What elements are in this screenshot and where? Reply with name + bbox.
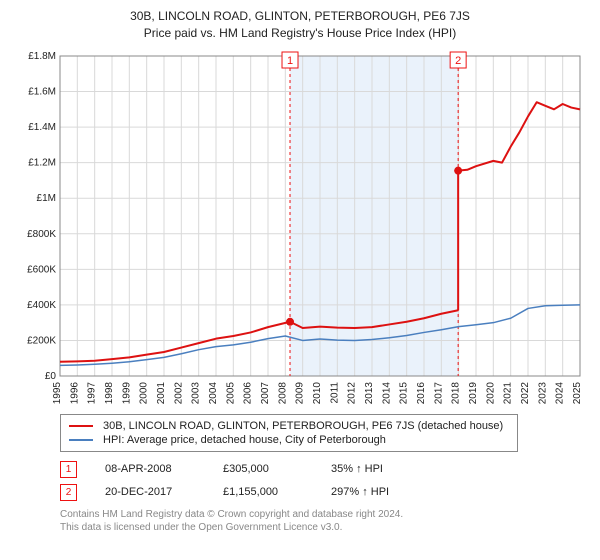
legend-label-blue: HPI: Average price, detached house, City… bbox=[103, 434, 386, 446]
svg-text:1: 1 bbox=[287, 55, 293, 67]
chart-svg: £0 £200K £400K £600K £800K £1M £1.2M £1.4M £1.6M… bbox=[12, 48, 588, 408]
svg-text:2022: 2022 bbox=[520, 381, 531, 404]
data-date-1: 08-APR-2008 bbox=[105, 463, 195, 475]
svg-text:2012: 2012 bbox=[347, 381, 358, 404]
svg-text:2000: 2000 bbox=[139, 381, 150, 404]
svg-text:2016: 2016 bbox=[416, 381, 427, 404]
svg-text:£1.6M: £1.6M bbox=[28, 86, 56, 97]
license-footer: Contains HM Land Registry data © Crown c… bbox=[60, 508, 588, 535]
svg-text:2005: 2005 bbox=[225, 381, 236, 404]
svg-text:£200K: £200K bbox=[27, 335, 56, 346]
svg-text:£0: £0 bbox=[45, 371, 57, 382]
data-marker-2: 2 bbox=[60, 484, 77, 501]
legend-row-blue: HPI: Average price, detached house, City… bbox=[69, 433, 509, 447]
svg-text:2006: 2006 bbox=[243, 381, 254, 404]
footer-line2: This data is licensed under the Open Gov… bbox=[60, 521, 588, 535]
svg-text:2025: 2025 bbox=[572, 381, 583, 404]
svg-text:1997: 1997 bbox=[87, 381, 98, 404]
svg-text:1999: 1999 bbox=[121, 381, 132, 404]
svg-text:2010: 2010 bbox=[312, 381, 323, 404]
data-pct-1: 35% ↑ HPI bbox=[331, 463, 421, 475]
chart-title: 30B, LINCOLN ROAD, GLINTON, PETERBOROUGH… bbox=[12, 8, 588, 42]
svg-text:2018: 2018 bbox=[451, 381, 462, 404]
svg-text:£1M: £1M bbox=[37, 193, 56, 204]
svg-text:2021: 2021 bbox=[503, 381, 514, 404]
title-line1: 30B, LINCOLN ROAD, GLINTON, PETERBOROUGH… bbox=[12, 8, 588, 25]
svg-text:1998: 1998 bbox=[104, 381, 115, 404]
svg-text:2019: 2019 bbox=[468, 381, 479, 404]
legend-row-red: 30B, LINCOLN ROAD, GLINTON, PETERBOROUGH… bbox=[69, 419, 509, 433]
svg-text:2009: 2009 bbox=[295, 381, 306, 404]
chart-container: 30B, LINCOLN ROAD, GLINTON, PETERBOROUGH… bbox=[0, 0, 600, 541]
svg-text:2002: 2002 bbox=[173, 381, 184, 404]
svg-text:£1.4M: £1.4M bbox=[28, 122, 56, 133]
svg-text:2015: 2015 bbox=[399, 381, 410, 404]
data-rows: 1 08-APR-2008 £305,000 35% ↑ HPI 2 20-DE… bbox=[60, 458, 588, 504]
legend: 30B, LINCOLN ROAD, GLINTON, PETERBOROUGH… bbox=[60, 414, 518, 452]
legend-swatch-blue bbox=[69, 439, 93, 441]
data-row-2: 2 20-DEC-2017 £1,155,000 297% ↑ HPI bbox=[60, 481, 588, 504]
svg-text:1996: 1996 bbox=[69, 381, 80, 404]
svg-text:£600K: £600K bbox=[27, 264, 56, 275]
footer-line1: Contains HM Land Registry data © Crown c… bbox=[60, 508, 588, 522]
svg-text:2011: 2011 bbox=[329, 381, 340, 403]
data-price-2: £1,155,000 bbox=[223, 486, 303, 498]
title-line2: Price paid vs. HM Land Registry's House … bbox=[12, 25, 588, 42]
svg-text:2004: 2004 bbox=[208, 381, 219, 404]
data-price-1: £305,000 bbox=[223, 463, 303, 475]
svg-text:2014: 2014 bbox=[381, 381, 392, 404]
svg-text:£800K: £800K bbox=[27, 228, 56, 239]
svg-text:£1.2M: £1.2M bbox=[28, 157, 56, 168]
svg-text:2003: 2003 bbox=[191, 381, 202, 404]
data-date-2: 20-DEC-2017 bbox=[105, 486, 195, 498]
data-row-1: 1 08-APR-2008 £305,000 35% ↑ HPI bbox=[60, 458, 588, 481]
svg-text:2008: 2008 bbox=[277, 381, 288, 404]
chart: £0 £200K £400K £600K £800K £1M £1.2M £1.4M £1.6M… bbox=[12, 48, 588, 408]
legend-label-red: 30B, LINCOLN ROAD, GLINTON, PETERBOROUGH… bbox=[103, 420, 503, 432]
data-marker-1: 1 bbox=[60, 461, 77, 478]
svg-text:2007: 2007 bbox=[260, 381, 271, 404]
svg-text:2023: 2023 bbox=[537, 381, 548, 404]
svg-text:£1.8M: £1.8M bbox=[28, 51, 56, 62]
legend-swatch-red bbox=[69, 425, 93, 427]
svg-text:2013: 2013 bbox=[364, 381, 375, 404]
svg-text:2001: 2001 bbox=[156, 381, 167, 404]
svg-text:2017: 2017 bbox=[433, 381, 444, 404]
svg-text:1995: 1995 bbox=[52, 381, 63, 404]
svg-text:2020: 2020 bbox=[485, 381, 496, 404]
svg-text:2: 2 bbox=[455, 55, 461, 67]
data-pct-2: 297% ↑ HPI bbox=[331, 486, 421, 498]
svg-text:£400K: £400K bbox=[27, 299, 56, 310]
svg-text:2024: 2024 bbox=[555, 381, 566, 404]
